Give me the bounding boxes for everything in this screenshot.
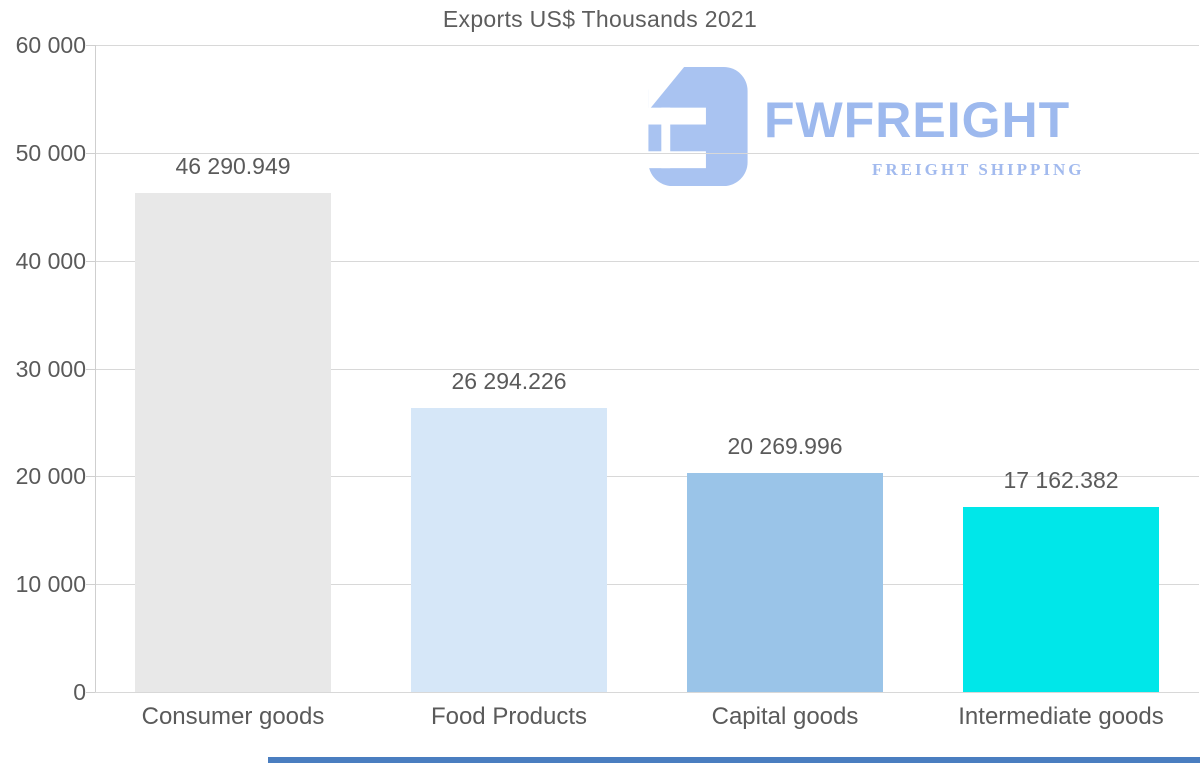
- y-axis-tick: [86, 584, 95, 586]
- y-axis-tick-label: 30 000: [15, 355, 86, 382]
- bar-value-label: 46 290.949: [175, 152, 291, 179]
- bar-consumer-goods: [135, 192, 331, 692]
- y-axis-tick: [86, 476, 95, 478]
- y-axis-tick-label: 0: [73, 679, 86, 705]
- bar-capital-goods: [687, 473, 883, 692]
- y-axis-tick: [86, 368, 95, 370]
- y-axis-tick-label: 60 000: [15, 32, 86, 58]
- gridline: [95, 45, 1199, 46]
- gridline: [95, 476, 1199, 478]
- logo-brand-text: FWFREIGHT: [764, 92, 1071, 148]
- gridline: [95, 152, 1199, 154]
- bar-value-label: 20 269.996: [727, 433, 843, 460]
- y-axis-tick: [86, 45, 95, 46]
- bar-value-label: 17 162.382: [1003, 466, 1119, 493]
- y-axis-tick: [86, 260, 95, 262]
- gridline: [95, 584, 1199, 586]
- fwfreight-logo: FWFREIGHT FREIGHT SHIPPING: [648, 65, 1158, 190]
- gridline: [95, 260, 1199, 262]
- y-axis-tick-label: 40 000: [15, 247, 86, 274]
- bar-value-label: 26 294.226: [451, 368, 567, 395]
- x-axis-category-label: Intermediate goods: [958, 703, 1164, 730]
- x-axis-category-label: Food Products: [430, 703, 588, 730]
- y-axis-line: [95, 45, 96, 692]
- x-axis-category-label: Consumer goods: [141, 703, 325, 730]
- y-axis-tick-label: 50 000: [15, 139, 86, 166]
- bar-food-products: [411, 408, 607, 692]
- y-axis-tick: [86, 152, 95, 154]
- bottom-accent-strip: [268, 757, 1200, 763]
- gridline: [95, 368, 1199, 370]
- gridline: [95, 692, 1199, 693]
- fwfreight-logo-icon: [648, 67, 748, 186]
- y-axis-tick-label: 10 000: [15, 571, 86, 598]
- chart-title: Exports US$ Thousands 2021: [442, 6, 758, 32]
- bar-intermediate-goods: [963, 506, 1159, 692]
- logo-tagline-text: FREIGHT SHIPPING: [872, 160, 1085, 179]
- y-axis-tick-label: 20 000: [15, 463, 86, 490]
- y-axis-tick: [86, 692, 95, 693]
- x-axis-category-label: Capital goods: [711, 703, 859, 730]
